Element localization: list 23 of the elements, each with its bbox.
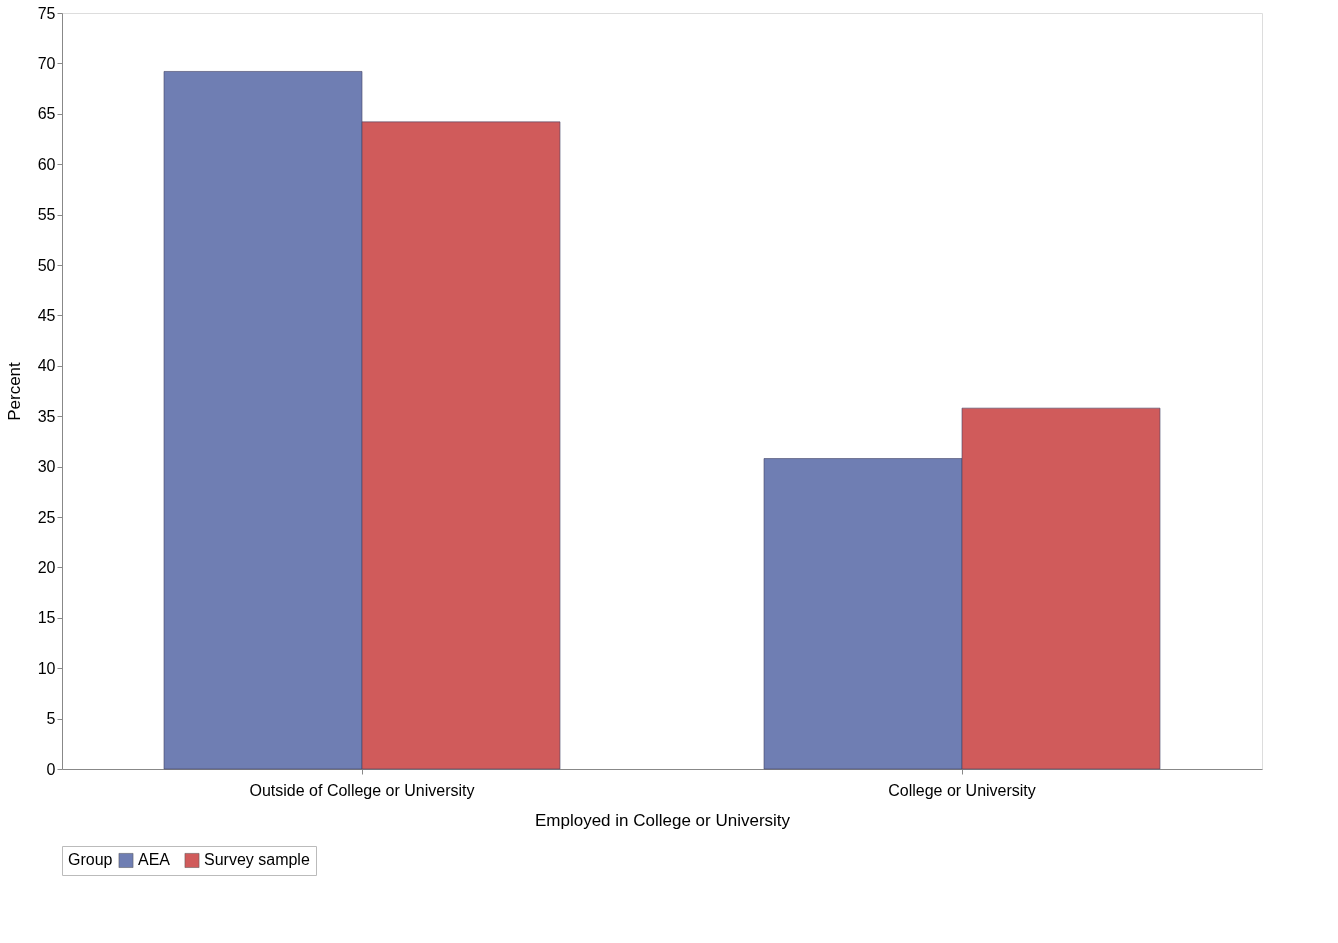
y-tick-label: 0	[46, 760, 56, 778]
y-tick-label: 40	[37, 357, 56, 375]
x-tick-label: Outside of College or University	[249, 781, 475, 799]
y-tick-label: 5	[46, 710, 56, 728]
y-tick-label: 15	[37, 609, 56, 627]
y-tick-label: 65	[37, 105, 56, 123]
y-tick-label: 30	[37, 458, 56, 476]
y-tick-label: 70	[37, 54, 56, 72]
x-axis-title: Employed in College or University	[534, 810, 791, 830]
y-axis-title: Percent	[4, 361, 24, 421]
y-tick-label: 60	[37, 155, 56, 173]
y-tick-label: 50	[37, 256, 56, 274]
y-tick-label: 45	[37, 306, 56, 324]
y-tick-label: 55	[37, 206, 56, 224]
y-tick-label: 10	[37, 659, 56, 677]
legend-title: Group	[68, 851, 113, 868]
x-tick-label: College or University	[888, 781, 1036, 799]
y-tick-label: 75	[37, 4, 56, 22]
y-tick-label: 25	[37, 508, 56, 526]
legend-label: AEA	[138, 851, 171, 869]
legend-label: Survey sample	[204, 851, 310, 869]
y-tick-label: 20	[37, 558, 56, 576]
y-tick-label: 35	[37, 407, 56, 425]
